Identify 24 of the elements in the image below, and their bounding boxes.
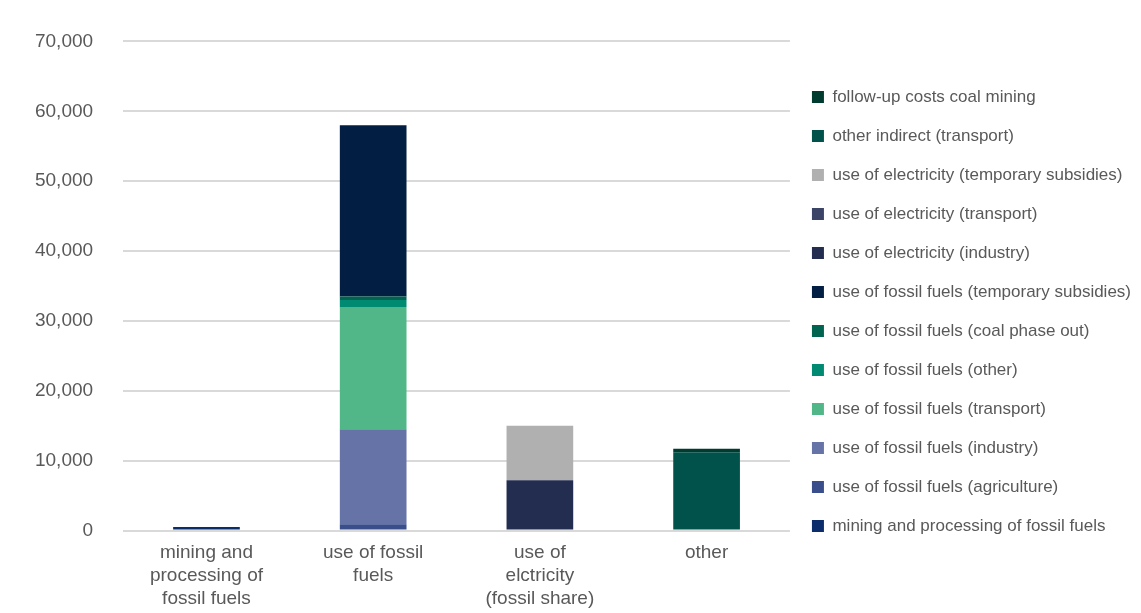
legend-label: use of electricity (industry) <box>832 242 1030 262</box>
legend-label: mining and processing of fossil fuels <box>832 515 1106 535</box>
y-tick-label: 40,000 <box>34 239 94 261</box>
legend-label: use of electricity (temporary subsidies) <box>832 164 1123 184</box>
legend-label: use of fossil fuels (other) <box>832 359 1018 379</box>
y-tick-label: 30,000 <box>34 309 94 331</box>
x-tick-label: use of elctricity (fossil share) <box>485 541 595 608</box>
legend-label: use of fossil fuels (agriculture) <box>832 476 1059 496</box>
y-tick-label: 10,000 <box>34 448 94 470</box>
y-tick-label: 50,000 <box>34 169 94 191</box>
legend-label: other indirect (transport) <box>832 125 1014 145</box>
y-tick-label: 60,000 <box>34 99 94 121</box>
x-tick-label: mining and processing of fossil fuels <box>149 541 264 608</box>
y-tick-label: 0 <box>82 518 94 540</box>
legend-label: use of fossil fuels (coal phase out) <box>832 320 1090 340</box>
y-tick-label: 70,000 <box>34 29 94 51</box>
x-tick-label: other <box>684 541 729 563</box>
legend-label: use of fossil fuels (transport) <box>832 398 1046 418</box>
legend-label: use of fossil fuels (industry) <box>832 437 1039 457</box>
legend-label: use of fossil fuels (temporary subsidies) <box>832 281 1131 301</box>
legend-label: use of electricity (transport) <box>832 203 1038 223</box>
legend-label: follow-up costs coal mining <box>832 86 1036 106</box>
y-tick-label: 20,000 <box>34 379 94 401</box>
x-tick-label: use of fossil fuels <box>323 541 424 586</box>
